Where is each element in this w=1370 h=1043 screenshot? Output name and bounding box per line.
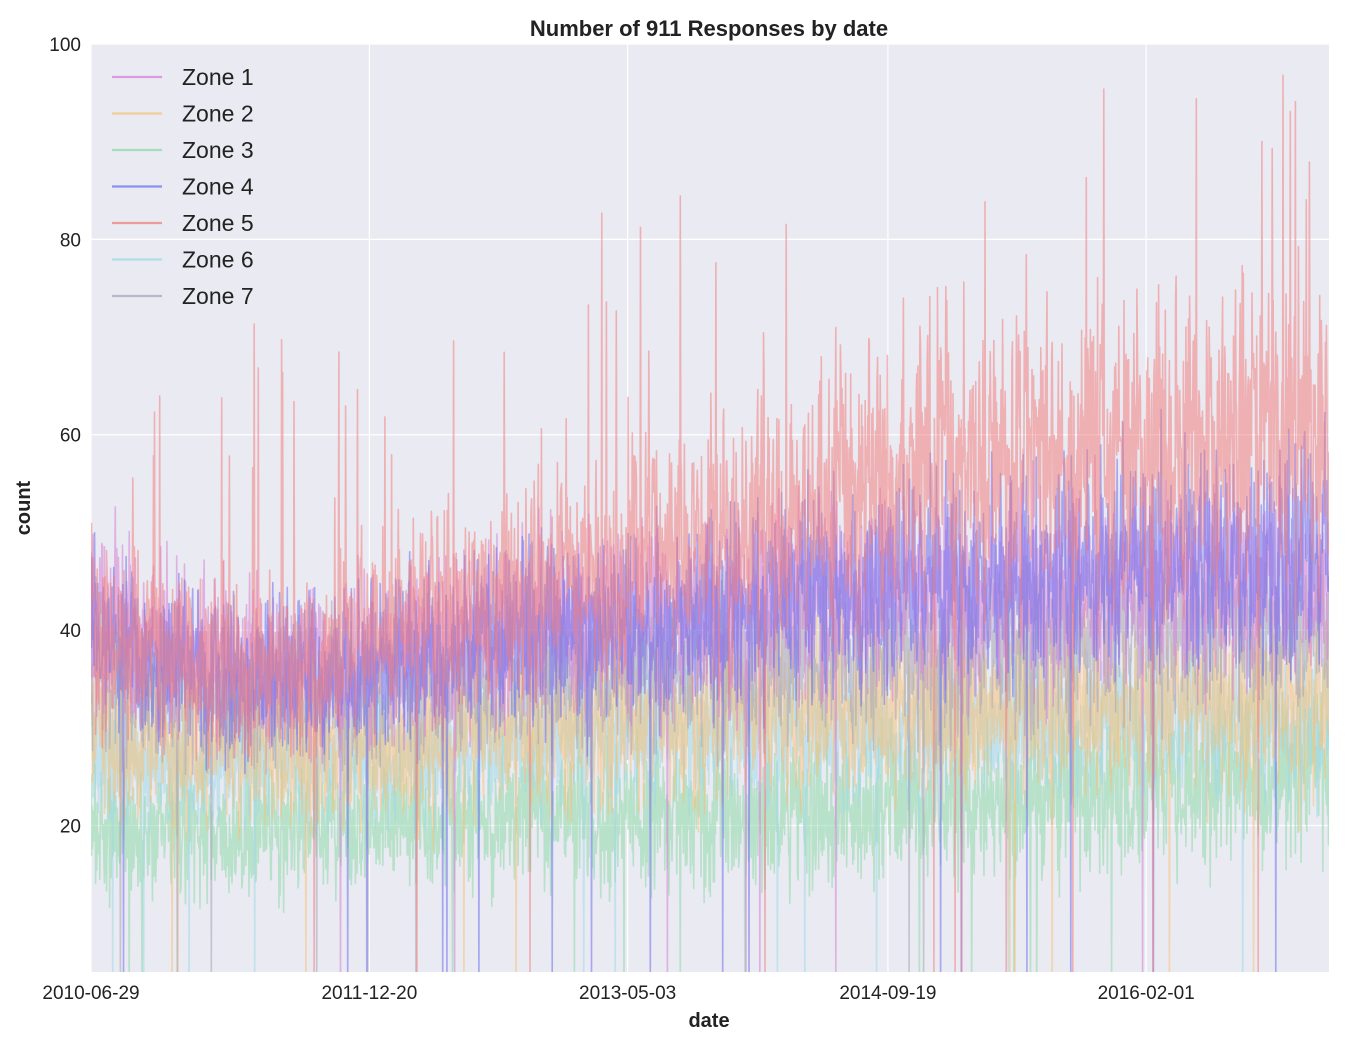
legend-label: Zone 4 <box>182 174 254 200</box>
legend-label: Zone 3 <box>182 137 254 163</box>
x-tick-label: 2010-06-29 <box>42 983 139 1004</box>
x-axis-label: date <box>688 1010 729 1032</box>
y-axis-label: count <box>13 480 35 535</box>
y-tick-label: 40 <box>60 621 81 642</box>
x-tick-label: 2014-09-19 <box>839 983 936 1004</box>
y-tick-label: 100 <box>49 35 81 56</box>
y-tick-label: 80 <box>60 230 81 251</box>
legend-entry: Zone 6 <box>112 247 254 273</box>
legend-label: Zone 6 <box>182 247 254 273</box>
legend-entry: Zone 1 <box>112 64 254 90</box>
legend-label: Zone 5 <box>182 210 254 236</box>
legend: Zone 1 Zone 2 Zone 3 Zone 4 Zone 5 Zone 6 Zone… <box>112 64 254 309</box>
x-axis-ticks: 2010-06-29 2011-12-20 2013-05-03 2014-09-19… <box>42 983 1194 1004</box>
series-layer <box>91 74 1329 972</box>
x-tick-label: 2016-02-01 <box>1098 983 1195 1004</box>
legend-label: Zone 7 <box>182 283 254 309</box>
y-tick-label: 60 <box>60 426 81 447</box>
chart-title: Number of 911 Responses by date <box>530 16 888 41</box>
x-tick-label: 2013-05-03 <box>579 983 676 1004</box>
legend-entry: Zone 5 <box>112 210 254 236</box>
legend-label: Zone 2 <box>182 101 254 127</box>
y-tick-label: 20 <box>60 816 81 837</box>
x-tick-label: 2011-12-20 <box>321 983 417 1004</box>
legend-entry: Zone 2 <box>112 101 254 127</box>
y-axis-ticks: 20 40 60 80 100 <box>49 35 81 837</box>
legend-entry: Zone 3 <box>112 137 254 163</box>
legend-label: Zone 1 <box>182 64 254 90</box>
legend-entry: Zone 7 <box>112 283 254 309</box>
legend-entry: Zone 4 <box>112 174 254 200</box>
series-line-zone-3 <box>91 670 1329 972</box>
series-line-zone-5 <box>91 74 1329 972</box>
